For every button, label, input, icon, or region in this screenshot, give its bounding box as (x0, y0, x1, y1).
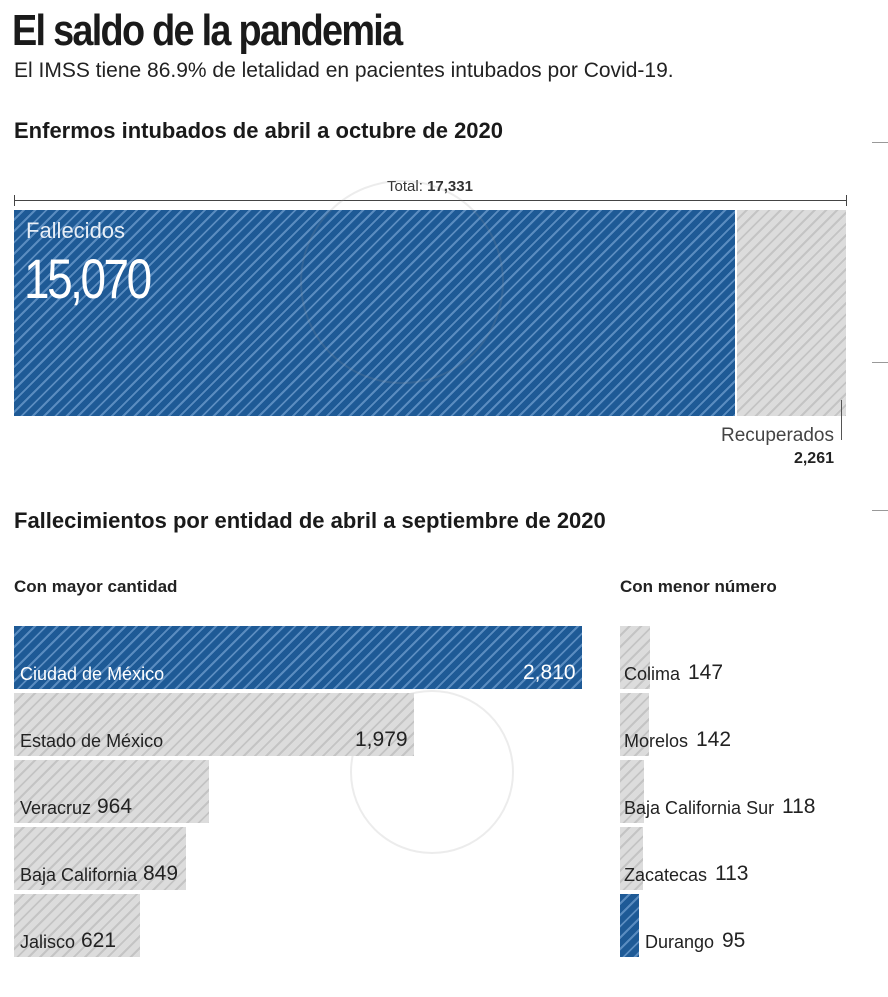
bar-recuperados (737, 210, 846, 416)
bar-value-menor-3: 113 (715, 862, 749, 885)
bar-value-mayor-1: 1,979 (355, 728, 408, 751)
bar-label-menor-4: Durango (645, 932, 715, 952)
side-tick (872, 142, 888, 143)
bar-value-mayor-0: 2,810 (523, 661, 576, 684)
side-tick (872, 510, 888, 511)
recuperados-label: Recuperados (720, 425, 834, 446)
side-tick (872, 362, 888, 363)
recuperados-value: 2,261 (793, 450, 834, 467)
bar-label-mayor-3: Baja California (20, 865, 138, 885)
bar-menor-1 (620, 693, 649, 756)
fallecidos-label: Fallecidos (26, 218, 126, 243)
bar-mayor-4 (14, 894, 140, 957)
bar-label-menor-3: Zacatecas (624, 865, 708, 885)
bar-label-mayor-1: Estado de México (20, 731, 164, 751)
bar-menor-0 (620, 626, 650, 689)
bar-mayor-1 (14, 693, 414, 756)
bar-label-mayor-4: Jalisco (20, 932, 76, 952)
bar-value-menor-1: 142 (696, 728, 732, 751)
bar-label-mayor-0: Ciudad de México (20, 664, 165, 684)
bar-value-mayor-3: 849 (143, 862, 179, 885)
bar-label-menor-1: Morelos (624, 731, 689, 751)
fallecidos-value: 15,070 (24, 247, 152, 310)
bar-value-menor-0: 147 (688, 661, 724, 684)
bar-menor-3 (620, 827, 643, 890)
bar-value-mayor-4: 621 (81, 929, 117, 952)
watermark-seal (300, 180, 504, 384)
page-title: El saldo de la pandemia (12, 6, 403, 55)
bar-mayor-0 (14, 626, 582, 689)
recuperados-tick (841, 400, 842, 440)
bar-mayor-2 (14, 760, 209, 823)
page-subtitle: El IMSS tiene 86.9% de letalidad en paci… (14, 59, 674, 82)
bar-label-menor-2: Baja California Sur (624, 798, 775, 818)
total-bracket-cap-left (14, 195, 15, 206)
chart2-title: Fallecimientos por entidad de abril a se… (14, 508, 606, 533)
chart1-title: Enfermos intubados de abril a octubre de… (14, 118, 504, 143)
bar-menor-2 (620, 760, 644, 823)
bar-label-menor-0: Colima (624, 664, 681, 684)
group-title-menor: Con menor número (620, 577, 777, 596)
group-title-mayor: Con mayor cantidad (14, 577, 178, 596)
bar-value-menor-2: 118 (782, 795, 816, 818)
bar-value-mayor-2: 964 (97, 795, 133, 818)
total-bracket-cap-right (846, 195, 847, 206)
bar-menor-4 (620, 894, 639, 957)
bar-mayor-3 (14, 827, 186, 890)
watermark-seal (350, 690, 514, 854)
bar-label-mayor-2: Veracruz (20, 798, 92, 818)
bar-value-menor-4: 95 (722, 929, 746, 952)
